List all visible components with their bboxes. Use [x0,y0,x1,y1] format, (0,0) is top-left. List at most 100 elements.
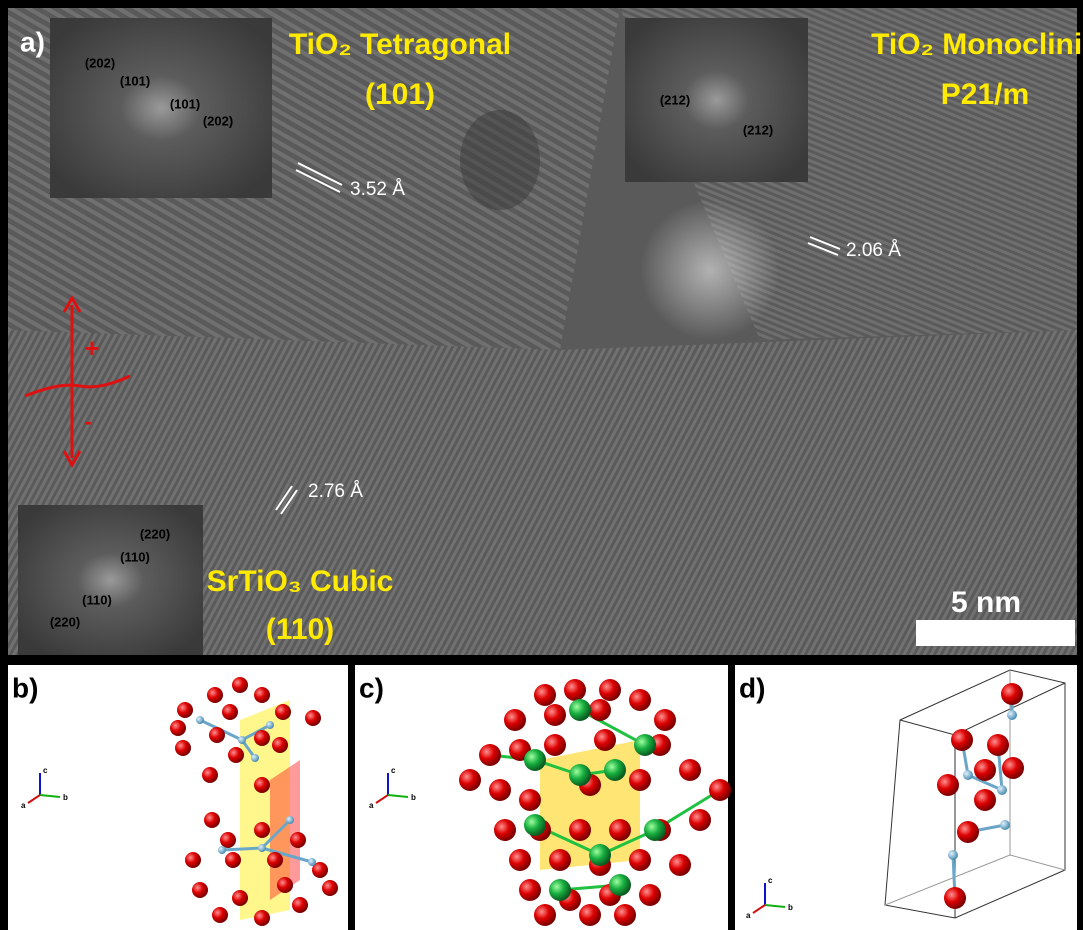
oxygen-atom [549,849,571,871]
titanium-atom [997,785,1007,795]
oxygen-atom [175,740,191,756]
bond [222,848,262,850]
oxygen-atom [459,769,481,791]
oxygen-atom [170,720,186,736]
fft-spot-label: (110) [82,592,112,607]
oxygen-atom [957,821,979,843]
d-spacing-label: 2.76 Å [308,481,363,502]
fft-spot-label: (202) [85,55,115,70]
oxygen-atom [489,779,511,801]
oxygen-atom [629,769,651,791]
figure: a) (202) (101) (101) (202) (212) (212) (… [0,0,1083,930]
titanium-atom [308,858,316,866]
oxygen-atom [689,809,711,831]
titanium-atom [266,721,274,729]
strontium-atom [609,874,631,896]
oxygen-atom [290,832,306,848]
titanium-atom [286,816,294,824]
titanium-atom [251,754,259,762]
oxygen-atom [177,702,193,718]
oxygen-atom [629,849,651,871]
oxygen-atom [614,904,636,926]
fft-spot-label: (202) [203,113,233,128]
fft-spot-label: (212) [660,92,690,107]
axis-label: b [788,903,793,912]
oxygen-atom [544,734,566,756]
oxygen-atom [974,789,996,811]
oxygen-atom [609,819,631,841]
oxygen-atom [225,852,241,868]
fft-spot-label: (101) [170,96,200,111]
oxygen-atom [951,729,973,751]
oxygen-atom [209,727,225,743]
axis-label: a [746,911,751,920]
strontium-atom [589,844,611,866]
panel-label: d) [739,672,765,703]
phase-name: SrTiO₃ Cubic [207,565,394,598]
phase-plane: (101) [365,78,435,111]
oxygen-atom [534,904,556,926]
oxygen-atom [232,890,248,906]
oxygen-atom [207,687,223,703]
fft-spot-label: (110) [120,549,150,564]
titanium-atom [196,716,204,724]
fft-inset [18,505,203,655]
oxygen-atom [254,910,270,926]
titanium-atom [1000,820,1010,830]
phase-name: TiO₂ Monoclinic [871,28,1083,61]
oxygen-atom [519,879,541,901]
fft-inset [50,18,272,198]
oxygen-atom [228,747,244,763]
oxygen-atom [254,687,270,703]
scale-bar-label: 5 nm [951,586,1021,619]
panel-label: b) [12,672,38,703]
panel-a: a) (202) (101) (101) (202) (212) (212) (… [8,8,1083,655]
oxygen-atom [275,704,291,720]
oxygen-atom [544,704,566,726]
polarity-label: + [84,333,99,363]
oxygen-atom [987,734,1009,756]
oxygen-atom [212,907,228,923]
d-spacing-label: 3.52 Å [350,179,405,200]
fft-spot-label: (212) [743,122,773,137]
phase-name: TiO₂ Tetragonal [289,28,511,61]
oxygen-atom [569,819,591,841]
fft-inset [625,18,808,182]
phase-plane: P21/m [941,78,1029,111]
oxygen-atom [564,679,586,701]
strontium-atom [569,764,591,786]
strontium-atom [549,879,571,901]
fft-spot-label: (220) [50,614,80,629]
oxygen-atom [232,677,248,693]
oxygen-atom [254,730,270,746]
titanium-atom [238,736,246,744]
panel-d [735,665,1077,930]
strontium-atom [604,759,626,781]
oxygen-atom [305,710,321,726]
oxygen-atom [974,759,996,781]
oxygen-atom [1001,683,1023,705]
oxygen-atom [639,884,661,906]
oxygen-atom [679,759,701,781]
fft-spot-label: (101) [120,73,150,88]
titanium-atom [218,846,226,854]
oxygen-atom [192,882,208,898]
axis-label: c [43,766,48,775]
bright-region [640,200,780,340]
oxygen-atom [479,744,501,766]
oxygen-atom [1002,757,1024,779]
axis-label: b [411,793,416,802]
oxygen-atom [292,897,308,913]
oxygen-atom [272,737,288,753]
oxygen-atom [509,849,531,871]
oxygen-atom [534,684,556,706]
oxygen-atom [494,819,516,841]
oxygen-atom [277,877,293,893]
oxygen-atom [937,774,959,796]
axis-label: a [21,801,26,810]
oxygen-atom [504,709,526,731]
oxygen-atom [579,904,601,926]
titanium-atom [963,770,973,780]
strontium-atom [524,749,546,771]
oxygen-atom [589,699,611,721]
